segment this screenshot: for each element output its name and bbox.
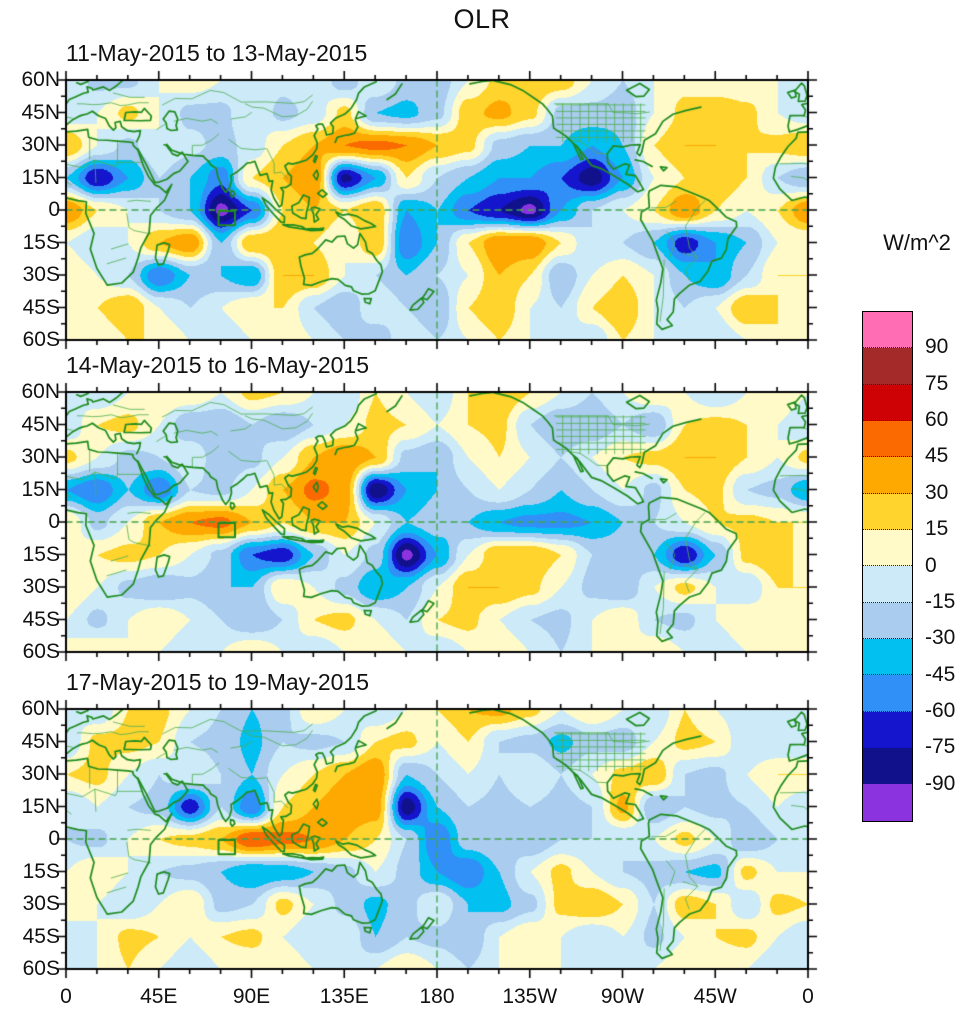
map-canvas-panel-2: [54, 380, 820, 664]
colorbar-cell: [863, 530, 912, 567]
lat-tick-label-panel3: 30N: [21, 762, 60, 785]
colorbar-tick-label: 90: [925, 335, 949, 359]
lat-tick-label-panel1: 30N: [21, 133, 60, 156]
lat-tick-label-panel2: 60N: [21, 380, 60, 403]
colorbar-tick-label: -45: [925, 662, 956, 686]
colorbar-tick-label: -15: [925, 589, 956, 613]
map-canvas-panel-1: [54, 68, 820, 352]
colorbar-unit-label: W/m^2: [883, 230, 951, 255]
colorbar-tick-label: 30: [925, 480, 949, 504]
lat-tick-label-panel2: 0: [48, 510, 60, 533]
lon-tick-label: 90W: [600, 985, 645, 1008]
colorbar-cell: [863, 639, 912, 676]
lat-tick-label-panel1: 45N: [21, 100, 60, 124]
colorbar-tick-label: 60: [925, 408, 949, 432]
lon-tick-label: 45E: [140, 985, 178, 1008]
colorbar-tick-label: -30: [925, 626, 956, 650]
colorbar-tick-label: -75: [925, 735, 956, 759]
lat-tick-label-panel2: 45N: [21, 412, 60, 436]
panel-2-title: 14-May-2015 to 16-May-2015: [66, 352, 369, 378]
lat-tick-label-panel1: 30S: [22, 263, 60, 286]
lat-tick-label-panel3: 45S: [22, 924, 60, 948]
lon-tick-label: 135W: [502, 985, 558, 1008]
lon-tick-label: 180: [419, 985, 455, 1008]
map-canvas-panel-3: [54, 697, 820, 981]
lon-tick-label: 0: [802, 985, 814, 1008]
colorbar-cell: [863, 602, 912, 640]
colorbar-tick-label: 0: [925, 553, 937, 577]
lat-tick-label-panel1: 15S: [22, 230, 60, 254]
colorbar-tick-label: 75: [925, 371, 949, 395]
colorbar: [862, 311, 913, 822]
lat-tick-label-panel3: 15S: [22, 859, 60, 883]
panel-3-title: 17-May-2015 to 19-May-2015: [66, 669, 369, 695]
lat-tick-label-panel1: 0: [48, 198, 60, 221]
lat-tick-label-panel2: 30S: [22, 575, 60, 598]
lat-tick-label-panel2: 45S: [22, 607, 60, 631]
lat-tick-label-panel1: 60S: [22, 328, 60, 351]
colorbar-cell: [863, 312, 912, 349]
lon-tick-label: 0: [60, 985, 72, 1008]
colorbar-cell: [863, 421, 912, 458]
lat-tick-label-panel2: 15N: [21, 477, 60, 501]
panel-1-title: 11-May-2015 to 13-May-2015: [66, 40, 368, 66]
lat-tick-label-panel3: 15N: [21, 794, 60, 818]
lon-tick-label: 90E: [232, 985, 271, 1008]
lat-tick-label-panel3: 0: [48, 827, 60, 850]
lat-tick-label-panel2: 60S: [22, 640, 60, 663]
colorbar-cell: [863, 566, 912, 603]
colorbar-cell: [863, 675, 912, 712]
lat-tick-label-panel3: 45N: [21, 729, 60, 753]
colorbar-cell: [863, 457, 912, 494]
lat-tick-label-panel1: 45S: [22, 295, 60, 319]
lat-tick-label-panel1: 60N: [21, 68, 60, 91]
lat-tick-label-panel2: 15S: [22, 542, 60, 566]
colorbar-tick-label: -60: [925, 698, 956, 722]
lat-tick-label-panel3: 60S: [22, 957, 60, 980]
colorbar-cell: [863, 784, 912, 821]
lat-tick-label-panel1: 15N: [21, 165, 60, 189]
lat-tick-label-panel3: 60N: [21, 697, 60, 720]
colorbar-tick-label: 45: [925, 444, 949, 468]
colorbar-cell: [863, 748, 912, 785]
lon-tick-label: 135E: [319, 985, 369, 1008]
colorbar-cell: [863, 711, 912, 749]
figure-title: OLR: [453, 4, 511, 34]
colorbar-cell: [863, 384, 912, 422]
colorbar-cell: [863, 348, 912, 385]
colorbar-tick-label: -90: [925, 771, 956, 795]
colorbar-cell: [863, 493, 912, 531]
lat-tick-label-panel3: 30S: [22, 892, 60, 915]
lon-tick-label: 45W: [693, 985, 737, 1008]
lat-tick-label-panel2: 30N: [21, 445, 60, 468]
colorbar-tick-label: 15: [925, 517, 949, 541]
